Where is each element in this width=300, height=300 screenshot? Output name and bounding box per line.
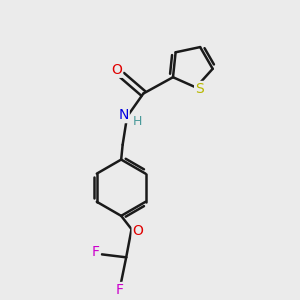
Text: O: O <box>111 63 122 77</box>
Text: O: O <box>133 224 143 238</box>
Text: F: F <box>92 245 99 259</box>
Text: N: N <box>118 108 129 122</box>
Text: S: S <box>195 82 204 96</box>
Text: F: F <box>116 283 123 297</box>
Text: H: H <box>133 115 142 128</box>
